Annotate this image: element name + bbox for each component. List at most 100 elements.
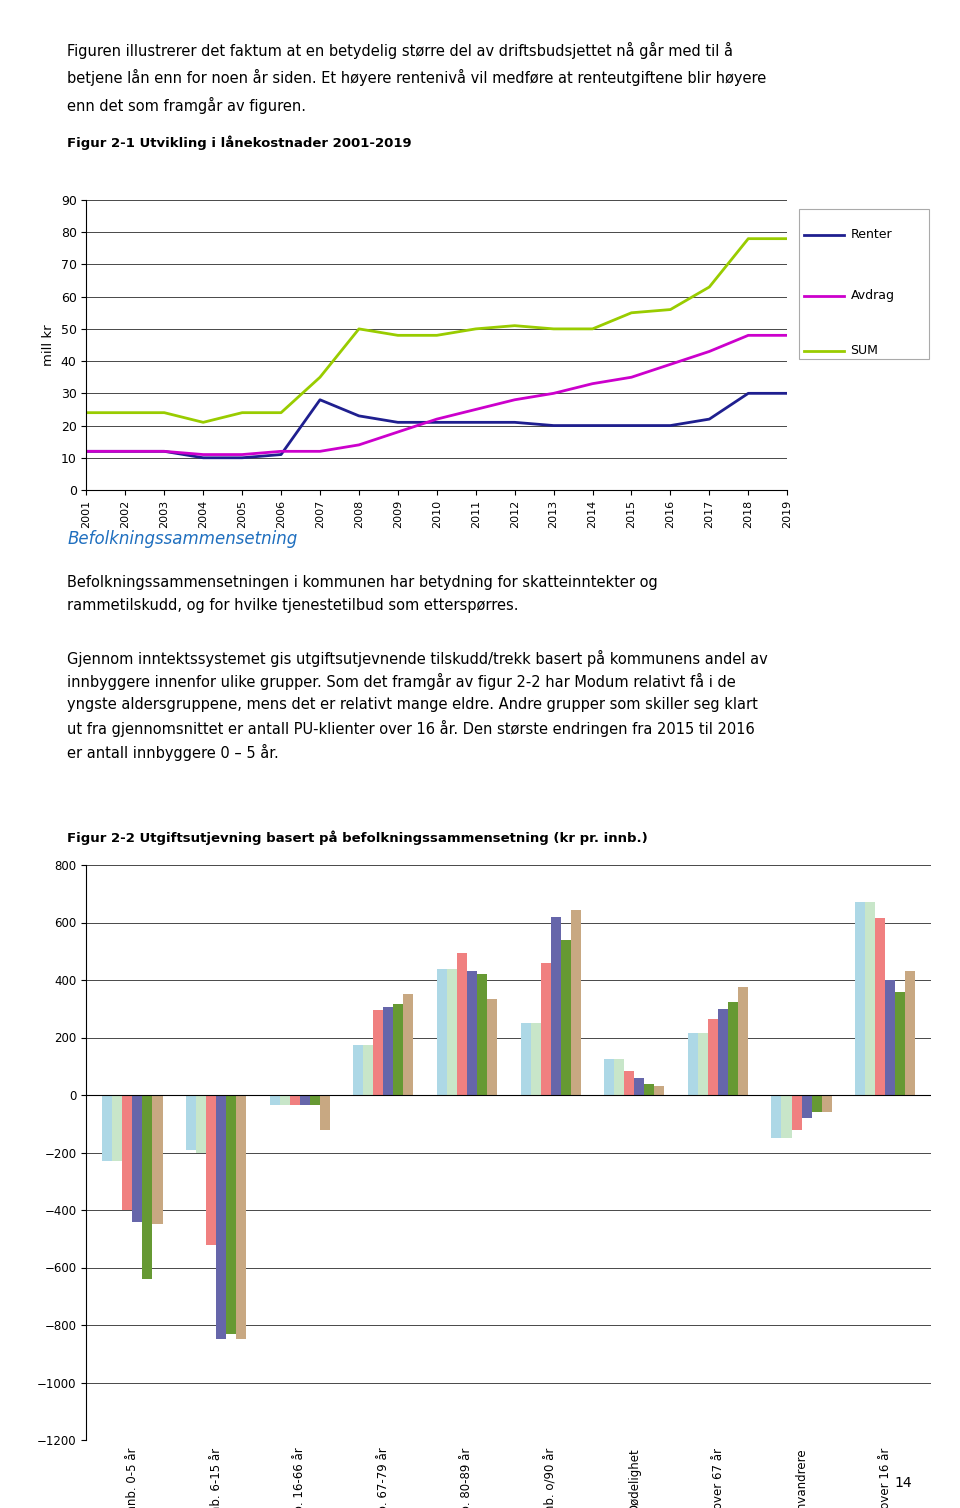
Bar (142, 1095, 153, 1279)
SUM (236, 404, 248, 422)
Renter (314, 391, 325, 409)
Renter (509, 413, 520, 431)
Renter (81, 442, 92, 460)
SUM (742, 229, 754, 247)
Bar (698, 1033, 708, 1095)
Bar (708, 1019, 718, 1095)
Bar (885, 980, 896, 1095)
Text: yngste aldersgruppene, mens det er relativt mange eldre. Andre grupper som skill: yngste aldersgruppene, mens det er relat… (67, 697, 758, 712)
Bar (153, 1095, 162, 1224)
Bar (477, 974, 487, 1095)
Bar (644, 1084, 655, 1095)
Bar (561, 939, 570, 1095)
Renter (198, 449, 209, 467)
Bar (216, 1095, 227, 1339)
SUM (664, 300, 676, 318)
Bar (320, 1095, 330, 1129)
Bar (363, 1045, 373, 1095)
Bar (570, 909, 581, 1095)
Bar (802, 1095, 811, 1117)
SUM (198, 413, 209, 431)
Renter (276, 445, 287, 463)
Text: Renter: Renter (851, 228, 892, 241)
Bar (132, 1095, 142, 1221)
Bar (718, 1009, 728, 1095)
Renter (664, 416, 676, 434)
SUM (314, 368, 325, 386)
Avdrag (626, 368, 637, 386)
Text: 14: 14 (895, 1476, 912, 1490)
Bar (112, 1095, 122, 1161)
Avdrag (470, 401, 482, 419)
Bar (353, 1045, 363, 1095)
FancyBboxPatch shape (800, 208, 928, 359)
Bar (447, 968, 457, 1095)
Text: Avdrag: Avdrag (851, 290, 895, 302)
SUM (431, 326, 443, 344)
Avdrag (353, 436, 365, 454)
Bar (383, 1007, 394, 1095)
Avdrag (198, 445, 209, 463)
Line: Avdrag: Avdrag (86, 335, 787, 454)
Bar (467, 971, 477, 1095)
Bar (487, 998, 497, 1095)
Avdrag (548, 385, 560, 403)
Text: betjene lån enn for noen år siden. Et høyere rentenivå vil medføre at renteutgif: betjene lån enn for noen år siden. Et hø… (67, 69, 766, 86)
Bar (122, 1095, 132, 1209)
SUM (353, 320, 365, 338)
Text: Figur 2-2 Utgiftsutjevning basert på befolkningssammensetning (kr pr. innb.): Figur 2-2 Utgiftsutjevning basert på bef… (67, 829, 648, 844)
Renter (704, 410, 715, 428)
Bar (196, 1095, 206, 1152)
Bar (604, 1059, 614, 1095)
Renter (120, 442, 132, 460)
Text: rammetilskudd, og for hvilke tjenestetilbud som etterspørres.: rammetilskudd, og for hvilke tjenestetil… (67, 599, 518, 614)
Line: Renter: Renter (86, 394, 787, 458)
Bar (540, 962, 551, 1095)
Bar (728, 1001, 738, 1095)
SUM (509, 317, 520, 335)
Avdrag (704, 342, 715, 360)
Bar (520, 1022, 531, 1095)
Renter (353, 407, 365, 425)
Bar (186, 1095, 196, 1149)
Bar (865, 902, 876, 1095)
SUM (704, 277, 715, 296)
Text: innbyggere innenfor ulike grupper. Som det framgår av figur 2-2 har Modum relati: innbyggere innenfor ulike grupper. Som d… (67, 674, 736, 691)
Text: SUM: SUM (851, 344, 878, 357)
Renter (236, 449, 248, 467)
Bar (772, 1095, 781, 1139)
Text: Befolkningssammensetning: Befolkningssammensetning (67, 529, 298, 547)
Bar (635, 1078, 644, 1095)
Avdrag (509, 391, 520, 409)
Avdrag (276, 442, 287, 460)
Line: SUM: SUM (86, 238, 787, 422)
Bar (531, 1022, 540, 1095)
SUM (158, 404, 170, 422)
Renter (548, 416, 560, 434)
Renter (392, 413, 403, 431)
Renter (431, 413, 443, 431)
Renter (470, 413, 482, 431)
Bar (551, 917, 561, 1095)
Bar (206, 1095, 216, 1244)
Bar (403, 994, 414, 1095)
SUM (392, 326, 403, 344)
SUM (470, 320, 482, 338)
Bar (781, 1095, 791, 1139)
Bar (300, 1095, 310, 1105)
SUM (626, 303, 637, 321)
Bar (614, 1059, 624, 1095)
Avdrag (236, 445, 248, 463)
Avdrag (742, 326, 754, 344)
SUM (548, 320, 560, 338)
SUM (120, 404, 132, 422)
Avdrag (158, 442, 170, 460)
Bar (290, 1095, 300, 1105)
Avdrag (81, 442, 92, 460)
Renter (781, 385, 793, 403)
SUM (587, 320, 598, 338)
Avdrag (781, 326, 793, 344)
Renter (587, 416, 598, 434)
Bar (791, 1095, 802, 1129)
Bar (227, 1095, 236, 1333)
